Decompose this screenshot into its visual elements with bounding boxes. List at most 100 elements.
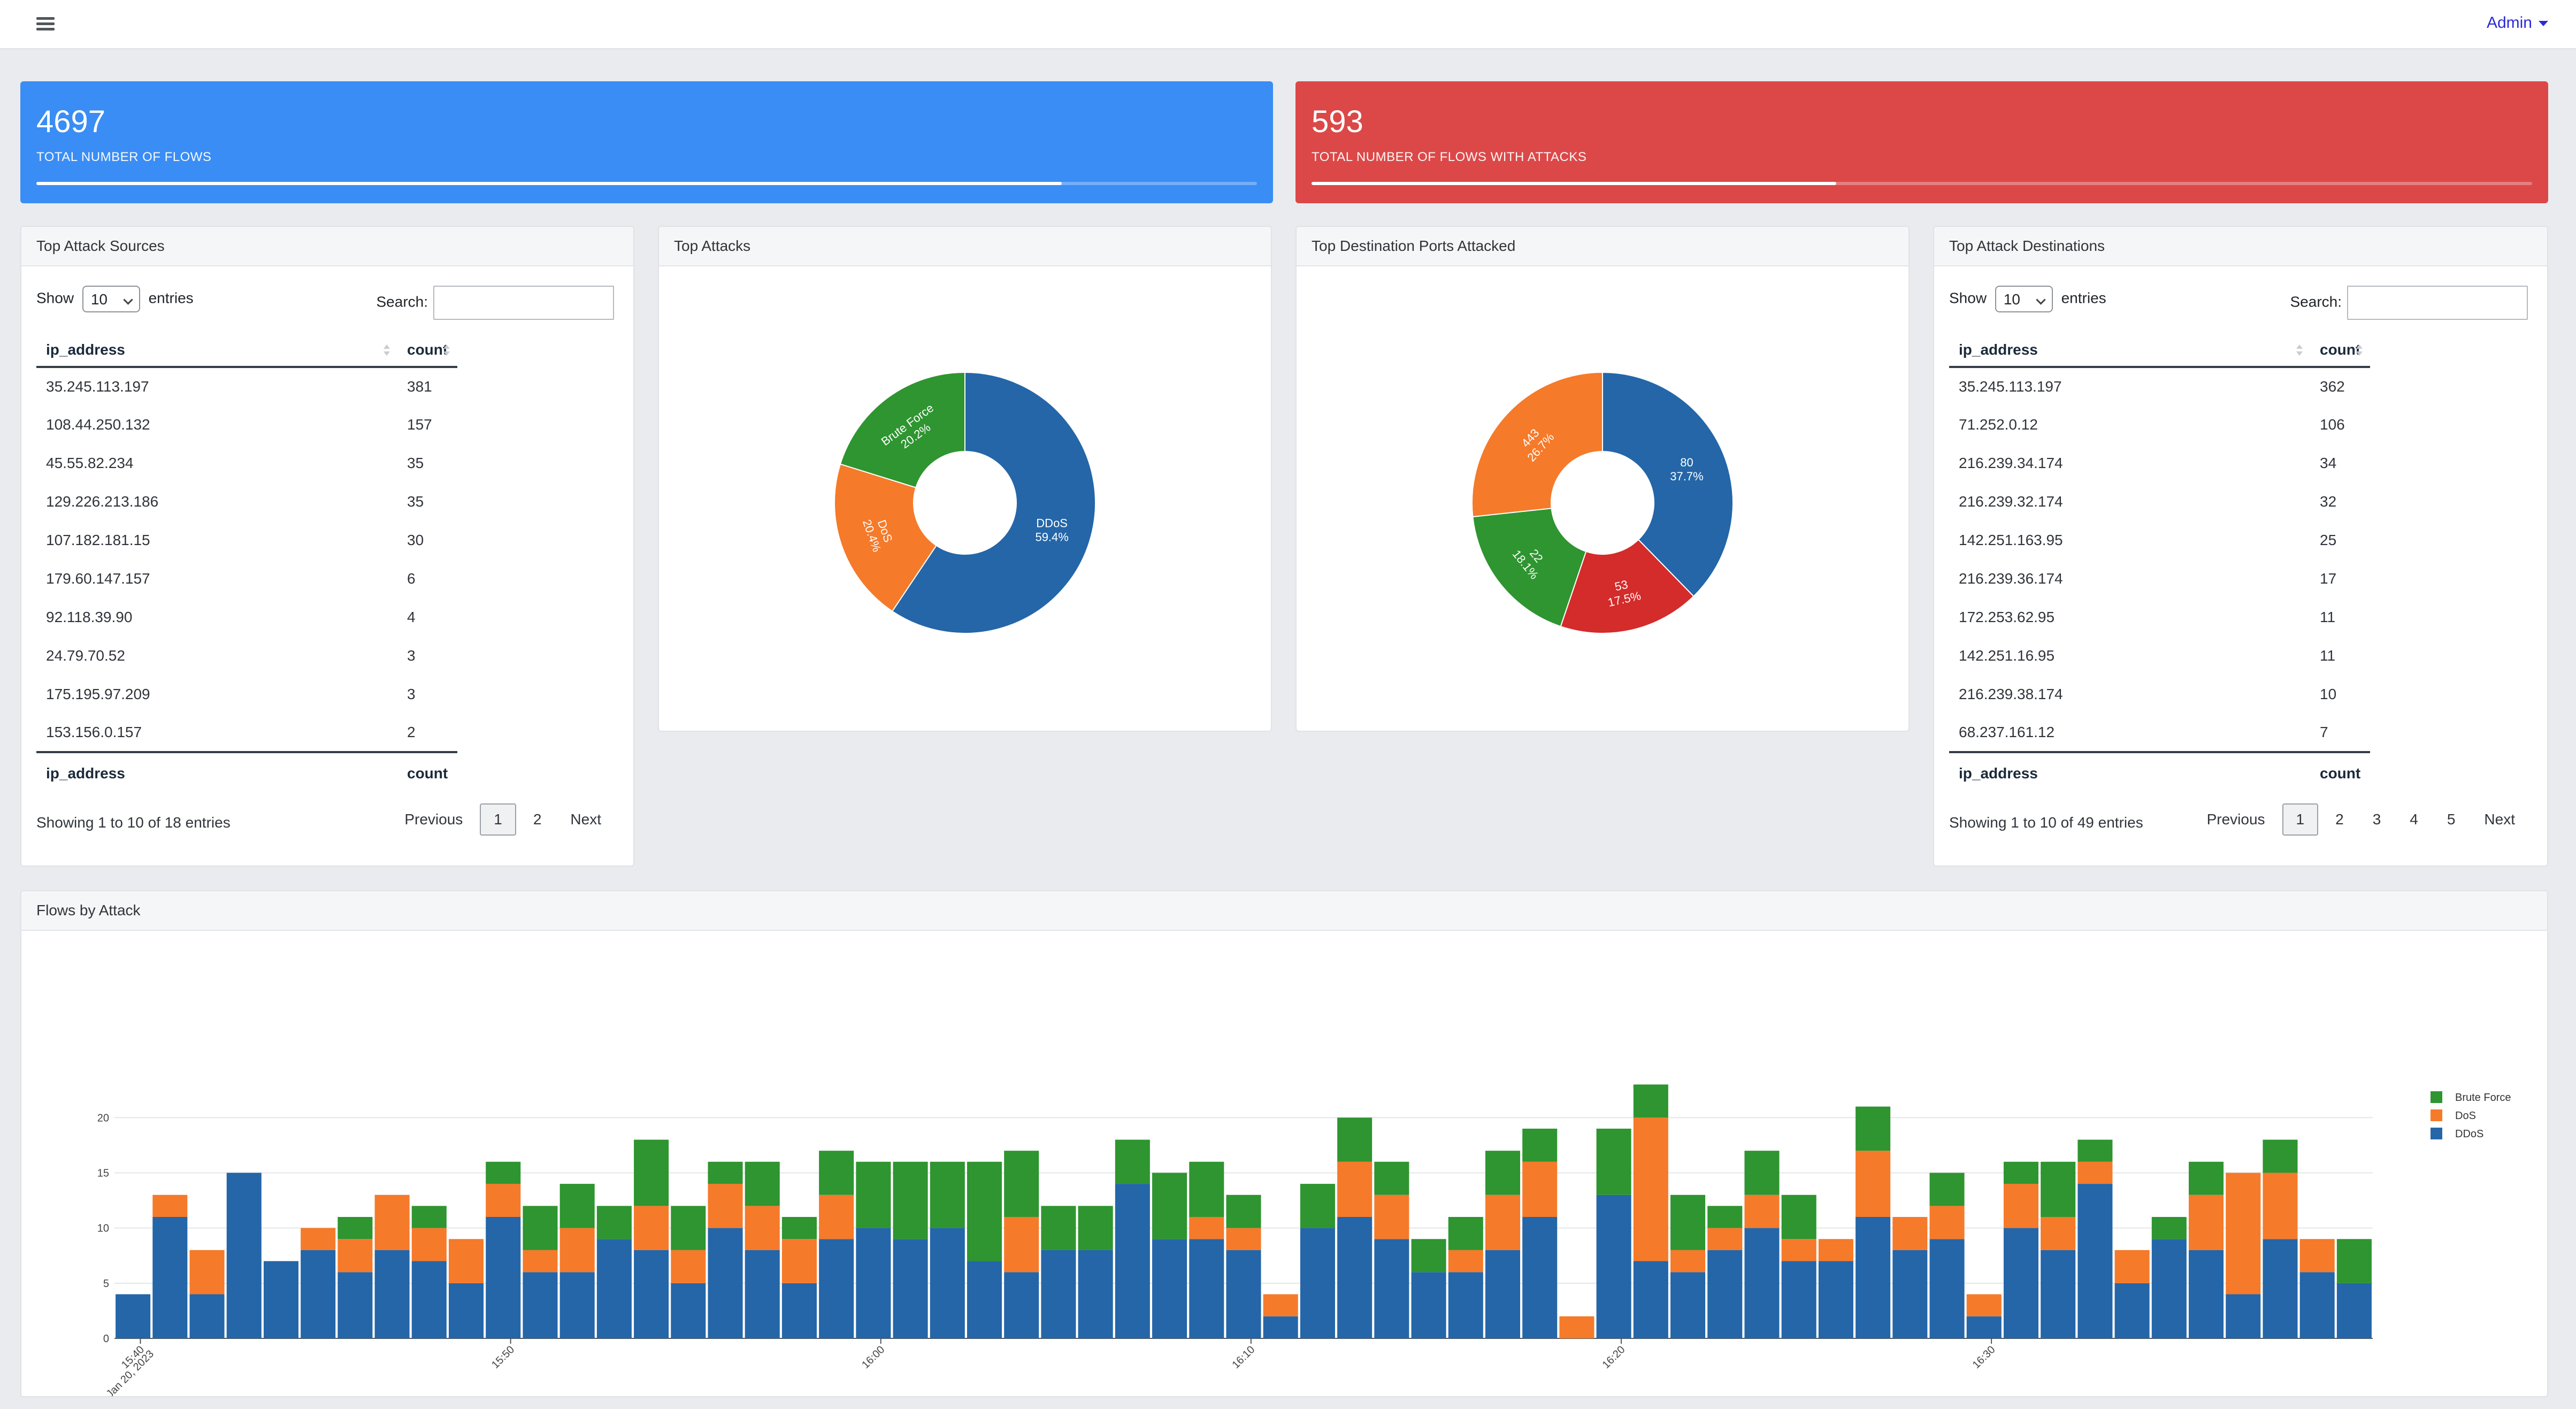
brute-force-bar[interactable] [2336,1239,2372,1283]
dos-bar[interactable] [1226,1228,1261,1250]
ddos-bar[interactable] [263,1261,298,1338]
ddos-bar[interactable] [1078,1250,1113,1338]
dos-bar[interactable] [1263,1294,1298,1316]
ddos-bar[interactable] [745,1250,780,1338]
brute-force-bar[interactable] [486,1161,521,1184]
dos-bar[interactable] [2263,1173,2298,1239]
legend-swatch[interactable] [2431,1128,2442,1139]
brute-force-bar[interactable] [1929,1173,1965,1206]
dos-bar[interactable] [819,1194,854,1239]
ddos-bar[interactable] [1670,1272,1706,1338]
dos-bar[interactable] [2077,1161,2113,1184]
ddos-bar[interactable] [1892,1250,1928,1338]
ddos-bar[interactable] [301,1250,336,1338]
ddos-bar[interactable] [1041,1250,1076,1338]
brute-force-bar[interactable] [1707,1206,1743,1228]
dos-bar[interactable] [1929,1206,1965,1239]
brute-force-bar[interactable] [1485,1151,1521,1195]
brute-force-bar[interactable] [634,1139,669,1206]
ddos-bar[interactable] [116,1294,151,1338]
ddos-bar[interactable] [856,1228,891,1338]
dos-bar[interactable] [1966,1294,2002,1316]
dos-bar[interactable] [523,1250,558,1273]
brute-force-bar[interactable] [1300,1184,1335,1228]
previous-page-button[interactable]: Previous [2206,811,2265,828]
brute-force-bar[interactable] [745,1161,780,1206]
ddos-bar[interactable] [1633,1261,1668,1338]
ddos-bar[interactable] [781,1283,817,1338]
dos-bar[interactable] [1337,1161,1373,1217]
previous-page-button[interactable]: Previous [404,811,463,828]
ddos-bar[interactable] [1115,1184,1150,1338]
dos-bar[interactable] [1522,1161,1558,1217]
brute-force-bar[interactable] [1337,1117,1373,1162]
page-4-button[interactable]: 4 [2410,811,2418,828]
legend-label[interactable]: DoS [2455,1110,2476,1122]
dos-bar[interactable] [301,1228,336,1250]
page-length-select[interactable]: 10 [82,286,140,312]
dos-bar[interactable] [1448,1250,1483,1273]
dos-bar[interactable] [1633,1117,1668,1261]
legend-swatch[interactable] [2431,1091,2442,1103]
brute-force-bar[interactable] [819,1151,854,1195]
ddos-bar[interactable] [1226,1250,1261,1338]
ddos-bar[interactable] [596,1239,632,1338]
brute-force-bar[interactable] [1744,1151,1780,1195]
ddos-bar[interactable] [152,1217,188,1338]
ddos-bar[interactable] [559,1272,595,1338]
dos-bar[interactable] [1892,1217,1928,1250]
legend-label[interactable]: Brute Force [2455,1092,2511,1104]
brute-force-bar[interactable] [2151,1217,2187,1239]
brute-force-bar[interactable] [781,1217,817,1239]
ddos-bar[interactable] [486,1217,521,1338]
page-1-button[interactable]: 1 [2282,803,2319,836]
page-2-button[interactable]: 2 [533,811,542,828]
search-input[interactable] [433,286,614,320]
brute-force-bar[interactable] [523,1206,558,1250]
brute-force-bar[interactable] [1374,1161,1409,1195]
brute-force-bar[interactable] [1522,1128,1558,1162]
legend-label[interactable]: DDoS [2455,1128,2483,1140]
page-1-button[interactable]: 1 [480,803,516,836]
dos-bar[interactable] [189,1250,225,1295]
brute-force-bar[interactable] [2189,1161,2224,1195]
ddos-bar[interactable] [411,1261,447,1338]
dos-bar[interactable] [2003,1184,2039,1228]
ddos-bar[interactable] [1818,1261,1853,1338]
page-length-select[interactable]: 10 [1995,286,2053,312]
dos-bar[interactable] [1559,1316,1594,1338]
ddos-bar[interactable] [1411,1272,1446,1338]
page-2-button[interactable]: 2 [2335,811,2344,828]
ddos-bar[interactable] [374,1250,410,1338]
dos-bar[interactable] [1374,1194,1409,1239]
ddos-bar[interactable] [1300,1228,1335,1338]
port-slice[interactable] [1560,539,1695,634]
ddos-bar[interactable] [1152,1239,1187,1338]
brute-force-bar[interactable] [856,1161,891,1228]
menu-toggle-icon[interactable] [36,16,55,31]
ddos-bar[interactable] [1707,1250,1743,1338]
column-header-count[interactable]: count [397,328,458,368]
ddos-bar[interactable] [448,1283,484,1338]
brute-force-bar[interactable] [930,1161,965,1228]
ddos-bar[interactable] [2226,1294,2261,1338]
brute-force-bar[interactable] [1448,1217,1483,1250]
brute-force-bar[interactable] [708,1161,743,1184]
brute-force-bar[interactable] [1633,1084,1668,1118]
brute-force-bar[interactable] [596,1206,632,1239]
dos-bar[interactable] [448,1239,484,1283]
page-3-button[interactable]: 3 [2372,811,2381,828]
ddos-bar[interactable] [1929,1239,1965,1338]
dos-bar[interactable] [781,1239,817,1283]
ddos-bar[interactable] [634,1250,669,1338]
ddos-bar[interactable] [2189,1250,2224,1338]
ddos-bar[interactable] [226,1173,262,1338]
dos-bar[interactable] [1004,1217,1039,1273]
brute-force-bar[interactable] [1856,1106,1891,1151]
attack-type-slice[interactable] [834,463,937,612]
ddos-bar[interactable] [2299,1272,2335,1338]
ddos-bar[interactable] [1004,1272,1039,1338]
dos-bar[interactable] [2226,1173,2261,1295]
brute-force-bar[interactable] [1411,1239,1446,1273]
dos-bar[interactable] [1485,1194,1521,1250]
